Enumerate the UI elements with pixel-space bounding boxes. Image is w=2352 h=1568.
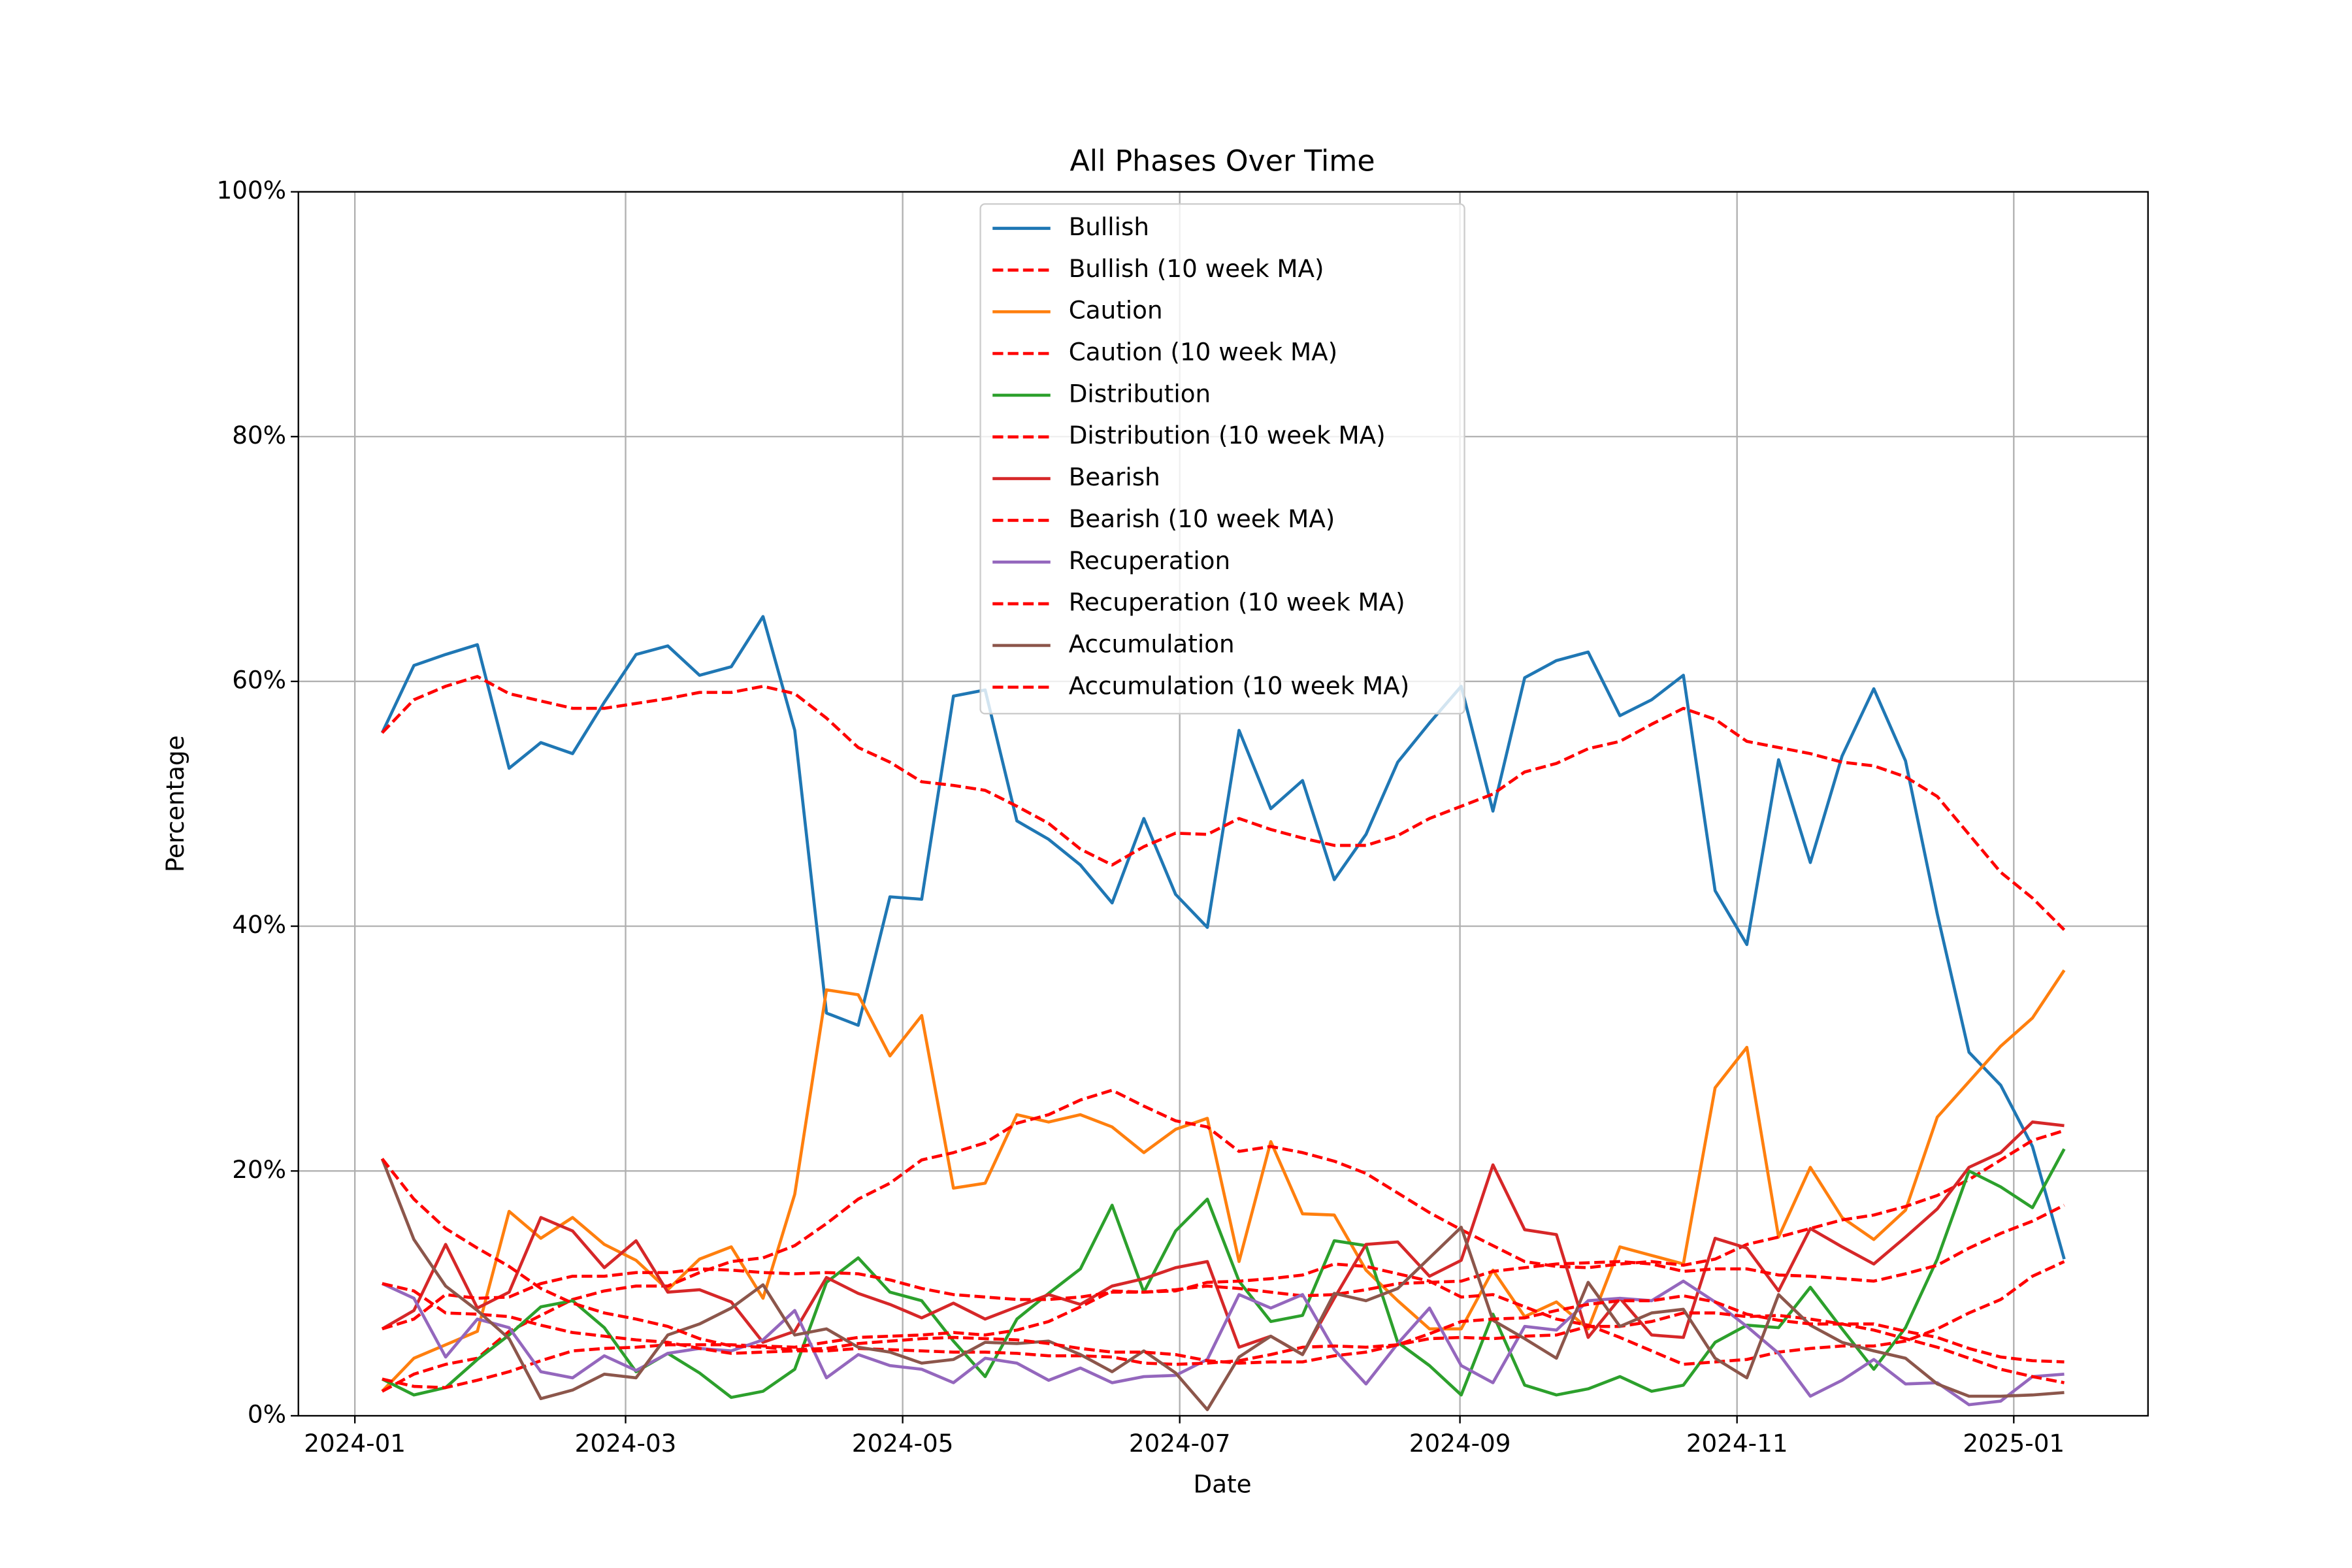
x-tick-label: 2024-05 — [852, 1429, 954, 1458]
x-axis-label: Date — [1194, 1470, 1252, 1499]
legend-label: Caution — [1069, 296, 1163, 325]
legend-label: Bullish (10 week MA) — [1069, 254, 1324, 283]
x-tick-label: 2024-07 — [1129, 1429, 1231, 1458]
chart-title: All Phases Over Time — [1070, 144, 1375, 178]
series-line — [382, 1260, 2065, 1390]
legend: Bullish Bullish (10 week MA) Caution Cautio… — [979, 203, 1465, 715]
legend-label: Distribution — [1069, 379, 1211, 408]
legend-label: Accumulation — [1069, 629, 1235, 658]
legend-label: Accumulation (10 week MA) — [1069, 671, 1410, 700]
series-line — [382, 1203, 2065, 1331]
y-axis-label: Percentage — [161, 735, 189, 872]
legend-label: Bullish — [1069, 212, 1149, 241]
y-tick-label: 0% — [248, 1399, 286, 1428]
x-tick-label: 2024-03 — [575, 1429, 677, 1458]
x-tick-label: 2024-09 — [1409, 1429, 1511, 1458]
series-line — [380, 615, 2066, 1260]
legend-label: Recuperation (10 week MA) — [1069, 588, 1405, 617]
y-tick-label: 20% — [232, 1155, 286, 1184]
x-tick-label: 2024-11 — [1686, 1429, 1788, 1458]
series-line — [381, 1279, 2065, 1407]
plot-area — [380, 615, 2066, 1411]
y-tick-label: 80% — [232, 421, 286, 449]
ticks: 0% 20% 40% 60% 80% 100% 2024-01 2024-03 2024-05 2… — [217, 176, 2065, 1458]
legend-label: Bearish — [1069, 463, 1160, 491]
legend-label: Distribution (10 week MA) — [1069, 421, 1386, 449]
series-line — [381, 1120, 2065, 1356]
y-tick-label: 40% — [232, 910, 286, 939]
x-tick-label: 2025-01 — [1963, 1429, 2065, 1458]
series-line — [381, 675, 2066, 931]
y-tick-label: 60% — [232, 665, 286, 694]
series-line — [381, 1158, 2065, 1365]
legend-label: Bearish (10 week MA) — [1069, 504, 1335, 533]
legend-box — [979, 203, 1465, 715]
x-tick-label: 2024-01 — [304, 1429, 406, 1458]
legend-label: Caution (10 week MA) — [1069, 338, 1337, 367]
y-tick-label: 100% — [217, 176, 287, 204]
series-line — [380, 1158, 2065, 1411]
axes-frame — [297, 191, 2149, 1417]
legend-label: Recuperation — [1069, 546, 1230, 575]
grid — [298, 191, 2148, 1417]
